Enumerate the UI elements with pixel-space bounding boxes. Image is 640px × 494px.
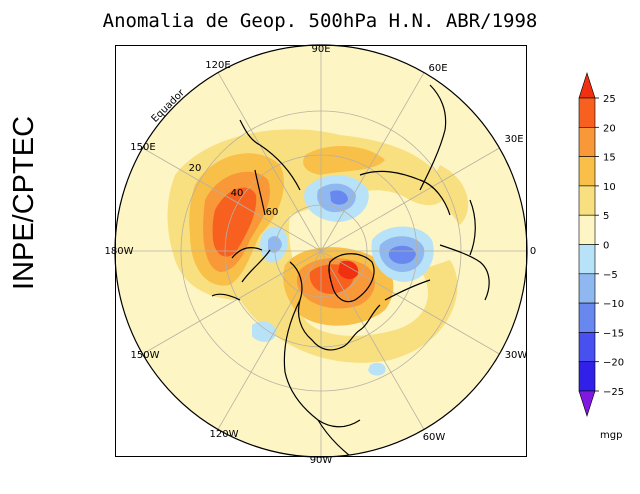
colorbar-bin: [578, 332, 596, 362]
lat-label-60: 60: [266, 207, 279, 218]
lon-label-30e: 30E: [504, 134, 523, 145]
lon-label-0: 0: [530, 246, 536, 257]
greenland-coast: [328, 253, 375, 303]
anomaly-neg-5-10-bering: [268, 236, 282, 253]
north-america-coast: [241, 249, 381, 457]
colorbar-bin: [578, 361, 596, 392]
anomaly-20-25-pacific: [212, 187, 257, 257]
colorbar-tick-label: 10: [603, 182, 616, 193]
lon-label-150e: 150E: [130, 142, 155, 153]
colorbar-bin: [578, 273, 596, 304]
anomaly-above-25-canada: [338, 260, 359, 280]
colorbar-tick-label: 20: [603, 123, 616, 134]
colorbar-arrow-top: [578, 72, 596, 99]
positive-anomalies: [167, 129, 469, 363]
colorbar-tick-label: 0: [603, 241, 609, 252]
colorbar-bin: [578, 244, 596, 275]
coastlines: [211, 84, 490, 457]
map-title: Anomalia de Geop. 500hPa H.N. ABR/1998: [102, 10, 538, 32]
colorbar-bin: [578, 214, 596, 245]
lon-label-90w: 90W: [310, 455, 333, 466]
colorbar-bin: [578, 97, 596, 128]
anomaly-neg-0-5-atlantic: [368, 362, 386, 376]
colorbar-tick-label: 5: [603, 211, 609, 222]
colorbar-tick-label: −10: [603, 299, 624, 310]
anomaly-neg-10-15-europe: [388, 245, 416, 264]
lon-label-120e: 120E: [205, 60, 230, 71]
graticule: [115, 45, 527, 457]
colorbar-bin: [578, 156, 596, 187]
colorbar-tick-label: −5: [603, 270, 618, 281]
colorbar-units: mgp: [600, 430, 623, 441]
lon-label-60e: 60E: [428, 63, 447, 74]
colorbar-bins: [578, 72, 596, 417]
lat-label-20: 20: [189, 163, 202, 174]
colorbar-tick-label: −15: [603, 328, 624, 339]
lon-label-120w: 120W: [210, 429, 239, 440]
lat-label-40: 40: [231, 188, 244, 199]
eurasia-coast: [239, 84, 451, 301]
colorbar-tick-label: −20: [603, 358, 624, 369]
lon-label-150w: 150W: [131, 350, 160, 361]
colorbar-tick-label: 25: [603, 94, 616, 105]
anomaly-neg-10-15-arctic: [330, 190, 348, 205]
lon-label-60w: 60W: [423, 432, 446, 443]
lon-label-180w: 180W: [105, 246, 134, 257]
colorbar-arrow-bottom: [578, 390, 596, 417]
colorbar-bin: [578, 127, 596, 157]
colorbar-bin: [578, 302, 596, 333]
lon-label-90e: 90E: [311, 44, 330, 55]
anomaly-10-15-siberia: [303, 145, 385, 175]
colorbar-tick-label: −25: [603, 387, 624, 398]
map-frame: [115, 45, 527, 457]
colorbar-ticks: 25 20 15 10 5 0 −5 −10 −15 −20 −25: [595, 94, 624, 398]
colorbar-bin: [578, 185, 596, 216]
europe-coast: [439, 199, 490, 301]
anomaly-neg-0-5-nepacific: [252, 321, 277, 342]
lon-label-30w: 30W: [505, 350, 528, 361]
colorbar-tick-label: 15: [603, 153, 616, 164]
alaska-coast: [211, 247, 263, 301]
